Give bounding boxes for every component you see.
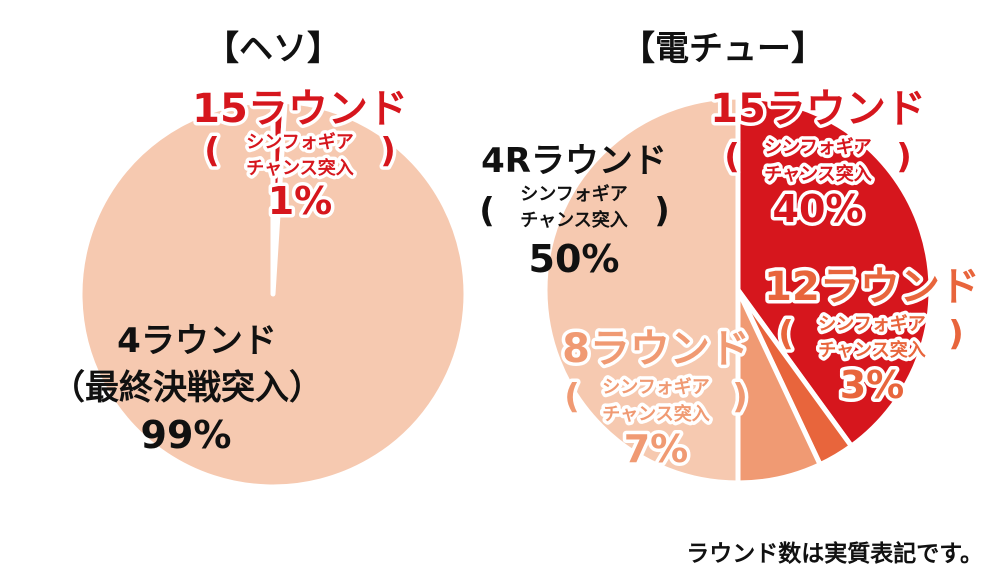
denchu-12r-paren-close: ) <box>948 314 964 354</box>
heso-15r-paren-open: ( <box>204 131 220 171</box>
heso-chart-title: 【ヘソ】 <box>205 29 341 69</box>
denchu-4r-sub1: シンフォギア <box>520 184 627 205</box>
heso-15r-label: 15ラウンド <box>192 86 408 132</box>
denchu-12r-sub1: シンフォギア <box>818 314 925 335</box>
denchu-4r-paren-open: ( <box>479 191 495 231</box>
denchu-12r-label: 12ラウンド <box>764 264 980 310</box>
denchu-15r-percent: 40% <box>773 187 864 231</box>
denchu-8r-label: 8ラウンド <box>562 326 750 372</box>
footnote: ラウンド数は実質表記です。 <box>686 540 983 567</box>
heso-slice-1 <box>77 98 469 490</box>
denchu-15r-sub2: チャンス突入 <box>764 163 871 185</box>
heso-4r-label: 4ラウンド <box>117 321 277 361</box>
denchu-15r-paren-close: ) <box>896 137 912 177</box>
denchu-15r-label: 15ラウンド <box>710 86 926 132</box>
denchu-12r-percent: 3% <box>840 363 905 407</box>
denchu-4r-label: 4Rラウンド <box>481 141 667 181</box>
denchu-4r-paren-close: ) <box>654 191 670 231</box>
denchu-8r-paren-close: ) <box>732 377 748 417</box>
heso-4r-sub: （最終決戦突入） <box>51 368 323 408</box>
heso-15r-sub1: シンフォギア <box>246 132 353 153</box>
denchu-8r-percent: 7% <box>624 427 689 471</box>
denchu-4r-percent: 50% <box>529 237 620 281</box>
denchu-15r-sub1: シンフォギア <box>764 137 871 158</box>
denchu-8r-paren-open: ( <box>564 377 580 417</box>
denchu-slice-0 <box>735 94 934 449</box>
heso-pie-chart: 【ヘソ】 15ラウンド ( ) シンフォギア チャンス突入 1% 4ラウンド （… <box>51 29 469 490</box>
denchu-chart-title: 【電チュー】 <box>621 29 825 69</box>
heso-15r-sub2: チャンス突入 <box>246 157 353 179</box>
denchu-15r-paren-open: ( <box>724 137 740 177</box>
denchu-pie-chart: 【電チュー】 4Rラウンド ( ) シンフォギア チャンス突入 50% 15ラウ… <box>479 29 983 486</box>
denchu-8r-sub2: チャンス突入 <box>602 403 709 425</box>
heso-pie-slices <box>77 98 469 490</box>
heso-4r-percent: 99% <box>141 413 232 457</box>
heso-15r-paren-close: ) <box>380 131 396 171</box>
denchu-12r-sub2: チャンス突入 <box>818 339 925 361</box>
denchu-slice-3 <box>542 94 741 486</box>
denchu-12r-paren-open: ( <box>778 314 794 354</box>
denchu-4r-sub2: チャンス突入 <box>520 209 627 231</box>
heso-15r-percent: 1% <box>268 179 333 223</box>
denchu-pie-slices <box>542 94 934 486</box>
denchu-8r-sub1: シンフォギア <box>602 377 709 398</box>
